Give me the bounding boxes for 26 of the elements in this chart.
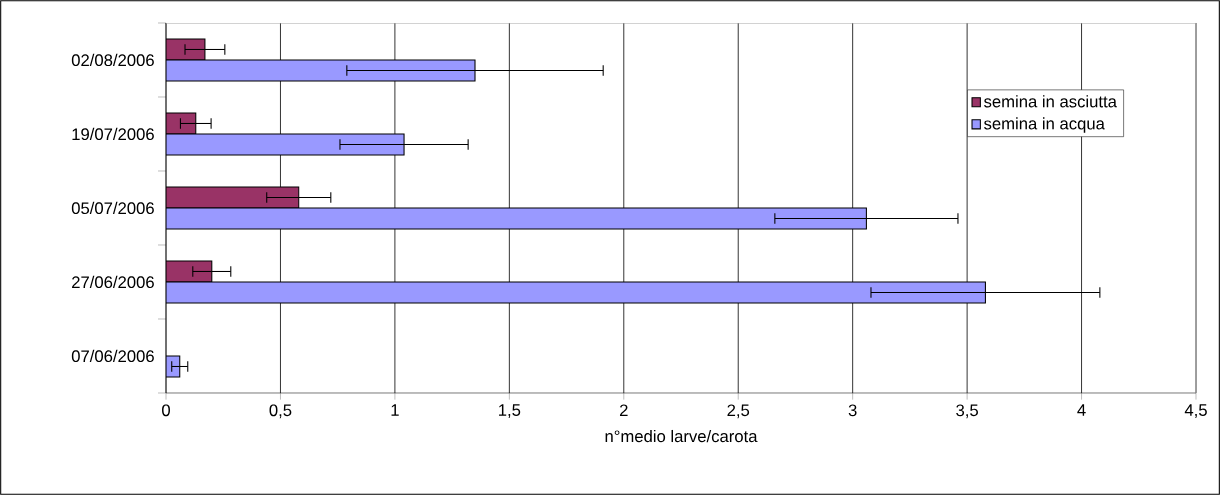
x-tick-label: 3,5 (956, 404, 978, 419)
x-axis-title: n°medio larve/carota (605, 429, 758, 443)
bar (166, 281, 986, 304)
x-tick-label: 4,5 (1184, 404, 1207, 418)
x-tick-label: 2,5 (727, 404, 750, 419)
x-tick-label: 3 (848, 404, 857, 417)
y-tick-label: 02/08/2006 (71, 53, 154, 67)
bar (166, 133, 405, 156)
bar (166, 186, 300, 209)
bar (166, 260, 213, 283)
bar (166, 59, 476, 82)
legend-label: semina in asciutta (984, 95, 1117, 108)
x-tick-label: 0,5 (269, 404, 292, 419)
bar (166, 112, 197, 135)
legend-label: semina in acqua (984, 117, 1105, 133)
x-tick-label: 2 (619, 404, 628, 416)
y-tick-label: 05/07/2006 (71, 201, 154, 215)
bar (166, 207, 867, 230)
x-tick-label: 1,5 (499, 404, 521, 418)
y-tick-label: 07/06/2006 (71, 349, 154, 363)
x-tick-label: 0 (162, 404, 170, 417)
x-tick-label: 4 (1077, 404, 1086, 416)
y-tick-label: 19/07/2006 (72, 127, 154, 141)
bar (166, 355, 181, 378)
y-tick-label: 27/06/2006 (72, 275, 154, 289)
x-tick-label: 1 (391, 404, 399, 416)
